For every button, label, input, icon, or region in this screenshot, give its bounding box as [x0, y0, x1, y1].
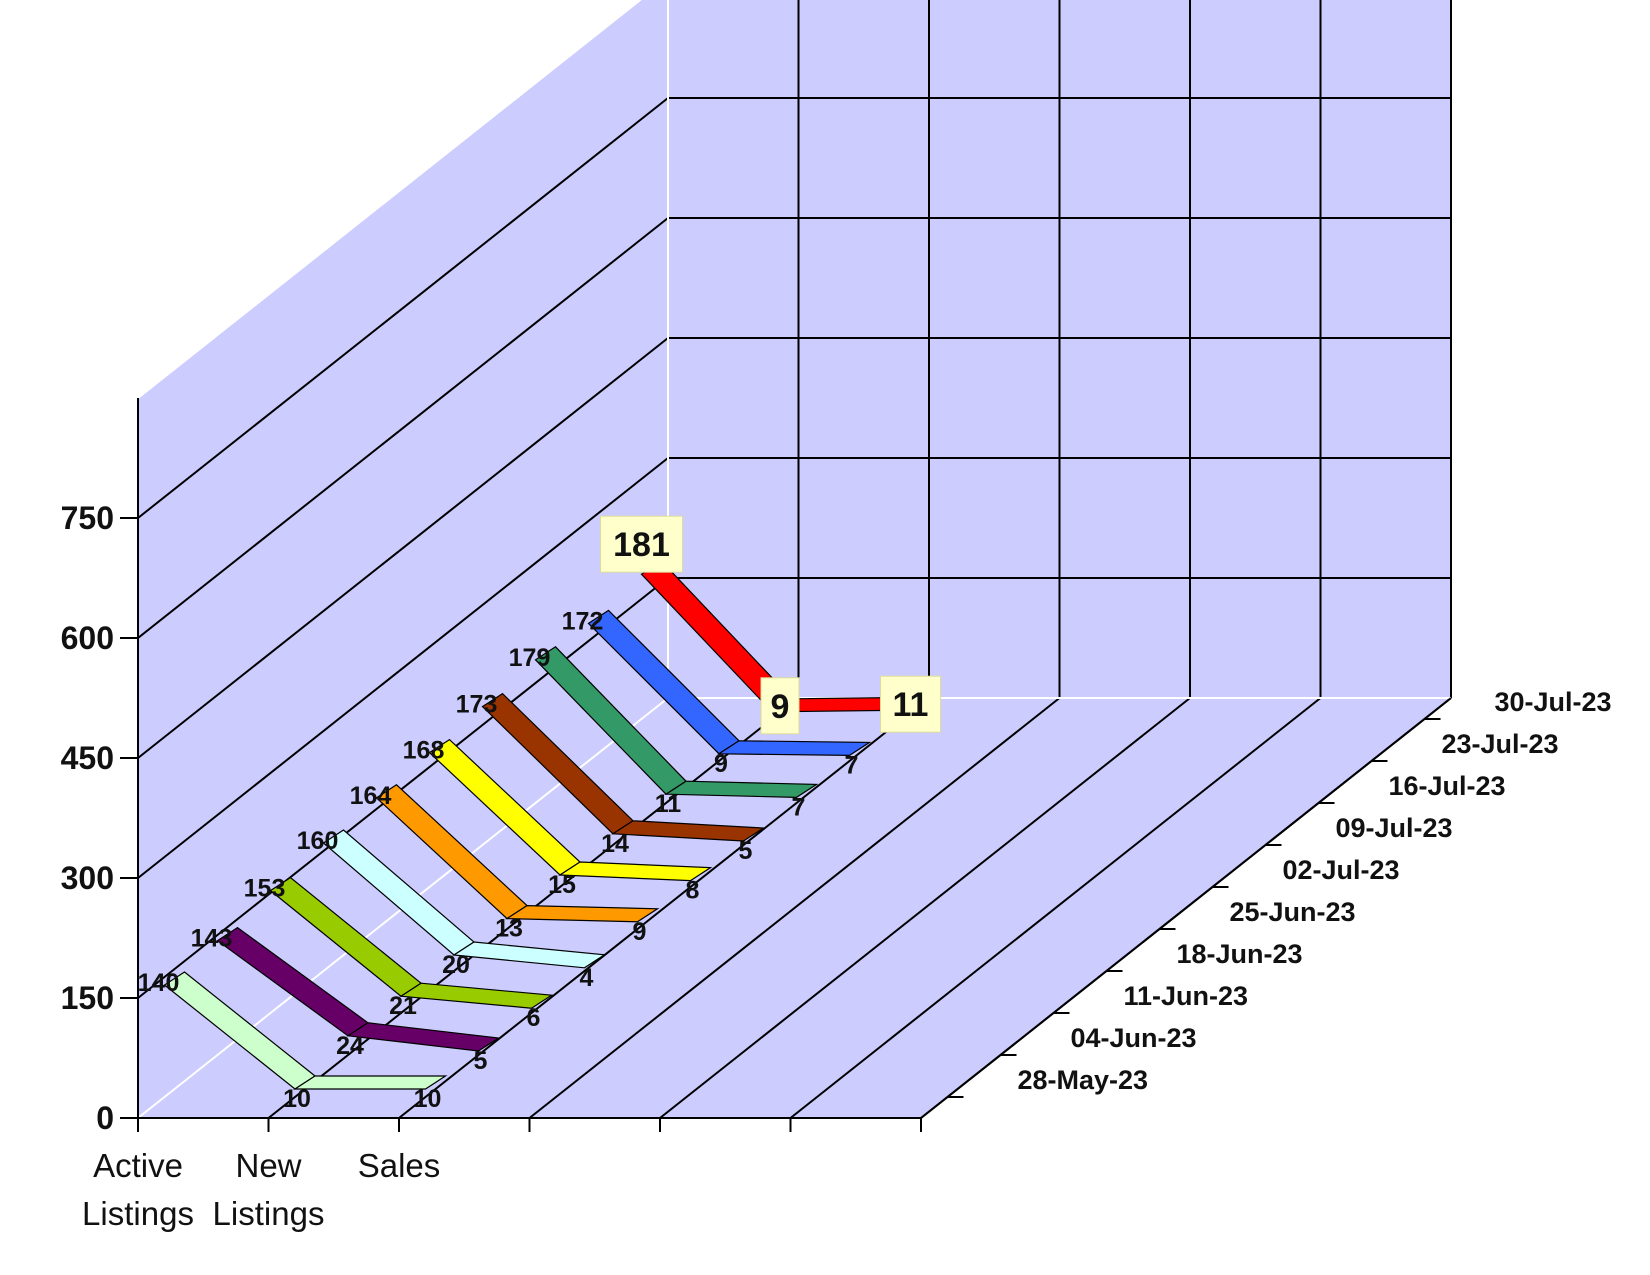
series-ribbon-segment — [664, 780, 819, 799]
data-label: 13 — [495, 915, 523, 943]
series-date-label: 28-May-23 — [1018, 1065, 1149, 1095]
series-ribbon-segment — [611, 820, 766, 842]
depth-axis-line — [920, 697, 1452, 1119]
x-category-label: New — [235, 1147, 301, 1184]
data-label: 21 — [389, 992, 417, 1020]
series-ribbon-segment — [292, 1075, 448, 1090]
series-date-label: 02-Jul-23 — [1283, 855, 1400, 885]
data-label-box — [600, 515, 683, 573]
series-date-label: 30-Jul-23 — [1495, 687, 1612, 717]
data-label: 6 — [527, 1004, 541, 1032]
data-label: 143 — [191, 925, 233, 953]
wall-top-edge — [137, 0, 642, 399]
data-label: 4 — [580, 964, 594, 992]
series-date-label: 04-Jun-23 — [1071, 1023, 1197, 1053]
series-date-label: 09-Jul-23 — [1336, 813, 1453, 843]
data-label: 11 — [655, 790, 682, 818]
chart-series — [163, 560, 925, 1090]
side-wall-gridline — [137, 457, 669, 879]
series-date-label: 11-Jun-23 — [1124, 981, 1249, 1011]
data-label: 11 — [893, 686, 929, 724]
y-tick-label: 750 — [61, 500, 114, 536]
data-label: 181 — [613, 526, 670, 564]
floor-gridline — [659, 697, 1191, 1119]
data-label: 20 — [442, 951, 470, 979]
side-wall-gridline — [137, 337, 669, 759]
series-date-label: 16-Jul-23 — [1389, 771, 1506, 801]
data-label: 8 — [686, 877, 700, 905]
side-wall-gridline — [137, 97, 669, 519]
floor-gridline — [789, 697, 1322, 1119]
data-label: 172 — [562, 607, 604, 635]
side-wall — [138, 0, 668, 1118]
series-ribbon-segment — [346, 1022, 501, 1052]
data-label: 140 — [138, 969, 180, 997]
y-tick-label: 450 — [61, 740, 114, 776]
floor-gridline — [528, 697, 1061, 1119]
chart-gridlines — [137, 0, 1452, 1119]
data-label: 173 — [456, 691, 498, 719]
series-ribbon-segment — [399, 982, 554, 1009]
data-label: 9 — [714, 750, 728, 778]
data-label: 5 — [474, 1047, 488, 1075]
series-date-label: 18-Jun-23 — [1177, 939, 1303, 969]
data-label: 9 — [771, 688, 790, 726]
data-label: 5 — [739, 837, 753, 865]
data-label-box — [880, 675, 941, 733]
data-label: 24 — [336, 1032, 364, 1060]
data-label: 164 — [350, 782, 392, 810]
data-label: 10 — [414, 1085, 442, 1113]
y-tick-label: 300 — [61, 860, 114, 896]
data-label: 153 — [244, 875, 286, 903]
data-label: 15 — [548, 871, 576, 899]
data-label: 160 — [297, 827, 339, 855]
chart-data-labels: 140 10 10 143 24 5 153 21 6 160 20 4 164 13 9 168 15 8 173… — [138, 515, 941, 1113]
y-tick-label: 150 — [61, 980, 114, 1016]
data-label: 168 — [403, 737, 445, 765]
data-label: 14 — [601, 830, 629, 858]
side-wall-gridline — [137, 577, 669, 999]
x-category-label: Listings — [82, 1195, 194, 1232]
series-ribbon-segment — [452, 941, 607, 969]
floor-gridline — [398, 697, 930, 1119]
data-label: 10 — [283, 1085, 311, 1113]
series-date-label: 25-Jun-23 — [1230, 897, 1356, 927]
x-category-label: Active — [93, 1147, 183, 1184]
side-wall-gridline — [137, 217, 669, 639]
series-ribbon-segment — [717, 740, 872, 757]
y-tick-label: 600 — [61, 620, 114, 656]
chart-axes: 0 150 300 450 600 750 Active Listings New Listing… — [61, 398, 1612, 1232]
series-ribbon-segment — [558, 861, 713, 882]
data-label: 7 — [792, 793, 806, 821]
x-category-label: Sales — [358, 1147, 441, 1184]
data-label: 9 — [633, 918, 647, 946]
data-label: 7 — [845, 751, 859, 779]
x-category-label: Listings — [213, 1195, 325, 1232]
series-date-label: 23-Jul-23 — [1442, 729, 1559, 759]
data-label-box — [760, 677, 800, 735]
data-label: 179 — [509, 644, 551, 672]
series-ribbon-segment — [505, 904, 660, 923]
y-tick-label: 0 — [96, 1100, 114, 1136]
